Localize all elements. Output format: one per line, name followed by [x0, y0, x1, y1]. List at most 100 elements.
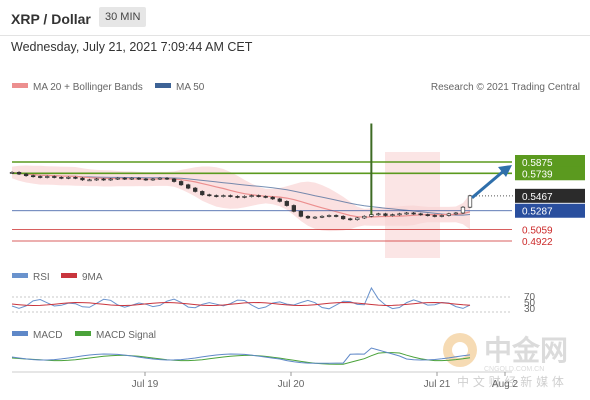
- rsi-line: [11, 286, 471, 310]
- rsi-swatch: [12, 273, 28, 278]
- rsi-ma-swatch: [61, 273, 77, 278]
- macd-line: [11, 347, 471, 364]
- timeframe-badge[interactable]: 30 MIN: [99, 7, 147, 27]
- ma20-swatch: [12, 83, 28, 88]
- ma20-legend: MA 20 + Bollinger Bands: [33, 82, 143, 93]
- instrument-title: XRP / Dollar: [11, 11, 91, 27]
- rsi-tick-70: 70: [524, 292, 536, 303]
- candle-body: [425, 214, 430, 216]
- candle-body: [16, 172, 22, 175]
- macd-swatch: [12, 331, 28, 336]
- price-tag-3: [515, 203, 585, 218]
- candle-body: [355, 217, 360, 220]
- watermark-domain: CNGOLD.COM.CN: [484, 366, 544, 373]
- candle-body: [73, 176, 78, 179]
- candle-body: [52, 176, 57, 178]
- candle-body: [249, 195, 254, 197]
- rsi-legend: RSI 9MA: [12, 272, 103, 283]
- candle-body: [186, 184, 191, 189]
- candle-body: [305, 215, 311, 219]
- price-label-4: 0.5059: [522, 226, 553, 237]
- candle-body: [178, 181, 184, 186]
- candle-body: [298, 210, 304, 217]
- ma50-swatch: [155, 83, 171, 88]
- candle-body: [87, 179, 92, 182]
- candle-body: [446, 213, 452, 216]
- candle-body: [312, 216, 318, 219]
- candle-body: [291, 205, 296, 212]
- candle-body: [45, 176, 50, 178]
- price-legend: MA 20 + Bollinger Bands MA 50 Research ©…: [12, 82, 580, 93]
- candle-body: [129, 177, 134, 180]
- candle-body: [66, 176, 71, 179]
- last-price-tag: [515, 188, 585, 203]
- candle-body: [115, 177, 120, 180]
- macd-legend-label: MACD: [33, 330, 62, 341]
- price-tag-1: [515, 166, 585, 181]
- candle-body: [108, 178, 113, 181]
- price-label-2: 0.5467: [522, 192, 553, 203]
- price-label-1: 0.5739: [522, 169, 553, 180]
- candle-body: [369, 214, 374, 217]
- candle-body: [94, 178, 99, 181]
- candle-body: [383, 213, 388, 216]
- candle-body: [200, 191, 205, 196]
- candle-body: [467, 195, 473, 208]
- macd-plot: [11, 347, 471, 365]
- candle-body: [9, 172, 15, 174]
- price-tag-0: [515, 155, 585, 169]
- rsi-ma-legend-label: 9MA: [82, 272, 103, 283]
- candle-body: [418, 213, 423, 216]
- candle-body: [214, 195, 219, 197]
- price-label-3: 0.5287: [522, 207, 553, 218]
- candle-body: [277, 198, 282, 202]
- candle-body: [207, 194, 212, 197]
- candle-body: [341, 215, 346, 220]
- x-axis: Jul 19 Jul 20 Jul 21 Aug 2: [12, 371, 519, 390]
- macd-signal-line: [11, 352, 471, 365]
- candle-body: [362, 215, 367, 219]
- candle-body: [256, 195, 261, 197]
- candle-body: [348, 218, 353, 221]
- watermark-brand: 中金网: [484, 334, 568, 367]
- candle-body: [38, 176, 43, 178]
- rsi-legend-label: RSI: [33, 272, 50, 283]
- candle-body: [397, 213, 402, 216]
- candle-body: [242, 196, 247, 198]
- rsi-ma-line: [11, 301, 471, 307]
- candle-body: [390, 214, 395, 216]
- price-label-0: 0.5875: [522, 158, 553, 169]
- chart-header: XRP / Dollar 30 MIN: [0, 0, 590, 38]
- candle-body: [460, 206, 466, 214]
- datetime-label: Wednesday, July 21, 2021 7:09:44 AM CET: [11, 40, 253, 54]
- candle-body: [23, 173, 29, 177]
- x-tick-label: Jul 19: [132, 379, 159, 390]
- candle-body: [101, 178, 106, 181]
- candle-body: [80, 177, 85, 181]
- macd-signal-swatch: [75, 331, 91, 336]
- candle-body: [404, 212, 409, 215]
- candle-body: [270, 196, 275, 200]
- x-tick-label: Jul 21: [424, 379, 451, 390]
- candle-body: [193, 187, 198, 192]
- candle-body: [326, 215, 332, 217]
- ma50-legend: MA 50: [176, 82, 205, 93]
- x-tick-label: Aug 2: [492, 379, 519, 390]
- bollinger-band: [12, 165, 470, 232]
- macd-signal-legend-label: MACD Signal: [96, 330, 156, 341]
- price-label-5: 0.4922: [522, 237, 553, 248]
- candle-body: [432, 215, 437, 217]
- x-tick-label: Jul 20: [278, 379, 305, 390]
- credit-label: Research © 2021 Trading Central: [431, 82, 580, 93]
- candle-body: [228, 195, 233, 197]
- candle-body: [143, 178, 149, 181]
- projection-arrow-shaft: [471, 167, 507, 199]
- candle-body: [59, 176, 64, 179]
- candle-body: [333, 215, 339, 217]
- candle-body: [453, 212, 459, 215]
- bollinger-band-expansion: [385, 152, 440, 258]
- candle-body: [319, 215, 325, 218]
